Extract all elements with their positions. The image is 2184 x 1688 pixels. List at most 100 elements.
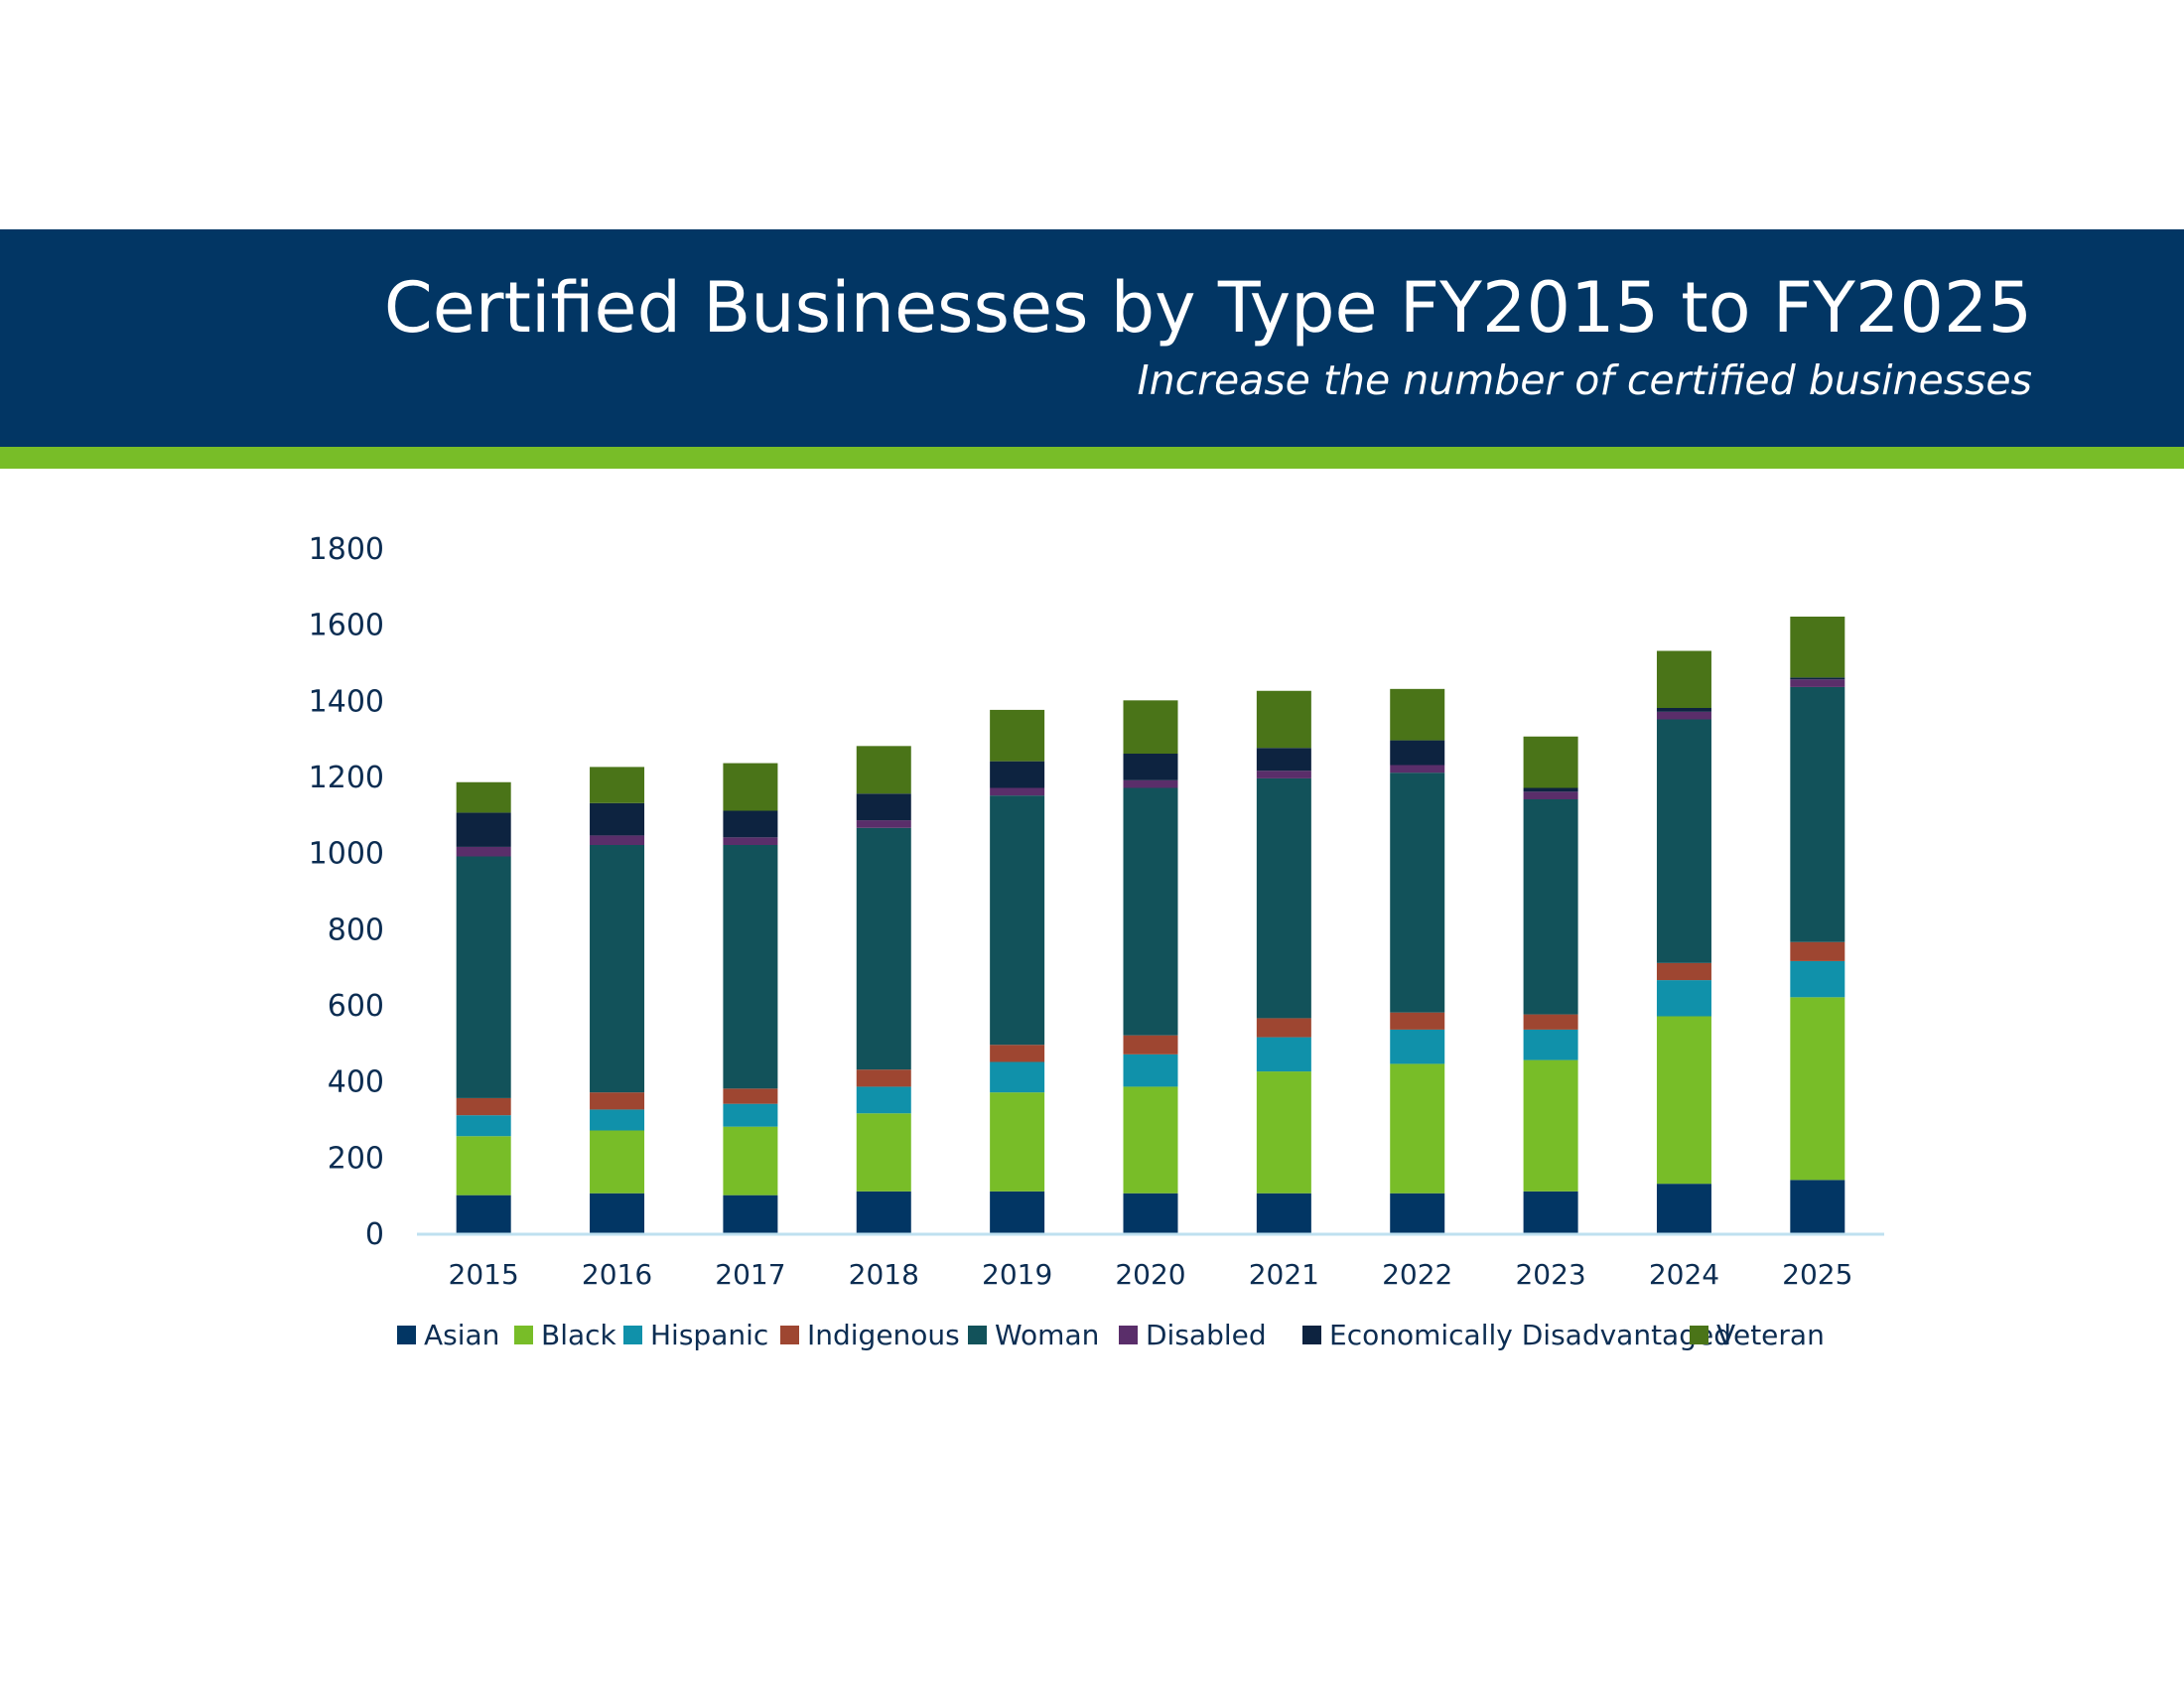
bar-segment-woman-2021: [1256, 777, 1311, 1019]
bar-segment-hispanic-2017: [723, 1103, 778, 1127]
y-tick-label: 0: [365, 1217, 384, 1252]
legend-label: Woman: [995, 1318, 1100, 1351]
legend-label: Economically Disadvantaged: [1329, 1318, 1731, 1351]
y-tick-label: 1800: [309, 532, 384, 567]
bar-segment-veteran-2020: [1123, 700, 1178, 754]
bar-segment-indigenous-2022: [1390, 1012, 1445, 1030]
bar-segment-disabled-2023: [1523, 791, 1578, 799]
bar-segment-hispanic-2021: [1256, 1037, 1311, 1072]
bar-segment-black-2020: [1123, 1086, 1178, 1194]
bar-segment-black-2024: [1656, 1016, 1711, 1185]
bar-segment-black-2025: [1790, 997, 1845, 1181]
bar-segment-black-2019: [990, 1092, 1045, 1192]
legend-swatch: [1119, 1325, 1138, 1344]
bar-segment-asian-2020: [1123, 1193, 1178, 1233]
bar-segment-indigenous-2020: [1123, 1035, 1178, 1055]
y-tick-label: 1200: [309, 761, 384, 795]
bar-segment-woman-2018: [856, 827, 911, 1070]
bar-segment-economically-disadvantaged-2018: [856, 793, 911, 821]
bar-segment-veteran-2023: [1523, 736, 1578, 788]
x-tick-label: 2024: [1649, 1258, 1719, 1291]
legend-item-economically-disadvantaged: Economically Disadvantaged: [1302, 1313, 1731, 1356]
bar-segment-asian-2021: [1256, 1193, 1311, 1233]
legend-swatch: [968, 1325, 987, 1344]
legend-label: Asian: [424, 1318, 500, 1351]
bar-segment-veteran-2016: [590, 767, 645, 803]
legend-swatch: [1302, 1325, 1321, 1344]
y-tick-label: 1600: [309, 609, 384, 643]
bar-segment-veteran-2015: [456, 781, 511, 813]
bar-segment-woman-2019: [990, 795, 1045, 1046]
bar-segment-asian-2017: [723, 1195, 778, 1233]
bar-segment-economically-disadvantaged-2019: [990, 761, 1045, 788]
bar-segment-disabled-2025: [1790, 679, 1845, 687]
legend-item-veteran: Veteran: [1690, 1313, 1825, 1356]
bar-segment-asian-2015: [456, 1195, 511, 1233]
legend-label: Veteran: [1716, 1318, 1825, 1351]
bar-segment-black-2018: [856, 1113, 911, 1192]
bar-segment-asian-2018: [856, 1191, 911, 1233]
legend-swatch: [514, 1325, 533, 1344]
bar-segment-hispanic-2024: [1656, 980, 1711, 1017]
y-tick-label: 600: [328, 989, 384, 1024]
bar-segment-disabled-2015: [456, 846, 511, 857]
bar-segment-hispanic-2022: [1390, 1029, 1445, 1064]
page-subtitle: Increase the number of certified busines…: [1137, 356, 2033, 404]
bar-segment-asian-2024: [1656, 1184, 1711, 1233]
x-tick-label: 2019: [982, 1258, 1052, 1291]
bar-segment-disabled-2018: [856, 820, 911, 828]
bar-segment-veteran-2021: [1256, 690, 1311, 749]
bar-segment-hispanic-2020: [1123, 1054, 1178, 1087]
bar-segment-woman-2016: [590, 845, 645, 1093]
bar-segment-economically-disadvantaged-2021: [1256, 748, 1311, 772]
y-tick-label: 1000: [309, 837, 384, 872]
bar-segment-economically-disadvantaged-2023: [1523, 787, 1578, 792]
x-tick-label: 2018: [849, 1258, 919, 1291]
bar-segment-black-2022: [1390, 1063, 1445, 1194]
y-tick-label: 1400: [309, 684, 384, 719]
bar-segment-economically-disadvantaged-2022: [1390, 740, 1445, 766]
bar-segment-hispanic-2023: [1523, 1029, 1578, 1060]
bar-segment-black-2021: [1256, 1071, 1311, 1194]
legend-label: Hispanic: [650, 1318, 769, 1351]
x-tick-label: 2021: [1249, 1258, 1319, 1291]
bar-segment-disabled-2021: [1256, 771, 1311, 778]
bar-segment-woman-2020: [1123, 787, 1178, 1036]
bar-segment-indigenous-2018: [856, 1069, 911, 1087]
bar-segment-black-2015: [456, 1136, 511, 1196]
x-tick-label: 2022: [1382, 1258, 1452, 1291]
bar-segment-indigenous-2015: [456, 1097, 511, 1116]
bar-segment-indigenous-2023: [1523, 1014, 1578, 1030]
bar-segment-disabled-2022: [1390, 765, 1445, 774]
legend-swatch: [780, 1325, 799, 1344]
bar-segment-asian-2019: [990, 1191, 1045, 1233]
y-tick-label: 800: [328, 913, 384, 947]
y-tick-label: 200: [328, 1141, 384, 1176]
x-tick-label: 2025: [1782, 1258, 1852, 1291]
bar-segment-economically-disadvantaged-2016: [590, 802, 645, 836]
bar-segment-hispanic-2018: [856, 1086, 911, 1114]
bar-segment-black-2017: [723, 1126, 778, 1196]
bar-segment-woman-2022: [1390, 773, 1445, 1013]
bar-segment-woman-2024: [1656, 719, 1711, 963]
bar-segment-asian-2022: [1390, 1193, 1445, 1233]
bar-segment-economically-disadvantaged-2020: [1123, 754, 1178, 780]
accent-stripe: [0, 447, 2184, 469]
bar-segment-veteran-2019: [990, 709, 1045, 762]
legend-label: Black: [541, 1318, 616, 1351]
bar-segment-hispanic-2025: [1790, 960, 1845, 998]
bar-segment-woman-2025: [1790, 686, 1845, 942]
bar-segment-black-2023: [1523, 1059, 1578, 1192]
legend-item-woman: Woman: [968, 1313, 1099, 1356]
bar-segment-hispanic-2019: [990, 1061, 1045, 1093]
legend-label: Indigenous: [807, 1318, 960, 1351]
page-title: Certified Businesses by Type FY2015 to F…: [383, 267, 2032, 349]
bar-segment-asian-2025: [1790, 1180, 1845, 1233]
y-tick-label: 400: [328, 1065, 384, 1100]
x-tick-label: 2017: [715, 1258, 785, 1291]
legend-swatch: [1690, 1325, 1708, 1344]
legend-item-black: Black: [514, 1313, 616, 1356]
bar-segment-veteran-2024: [1656, 650, 1711, 708]
x-tick-label: 2015: [449, 1258, 519, 1291]
legend-item-hispanic: Hispanic: [623, 1313, 768, 1356]
